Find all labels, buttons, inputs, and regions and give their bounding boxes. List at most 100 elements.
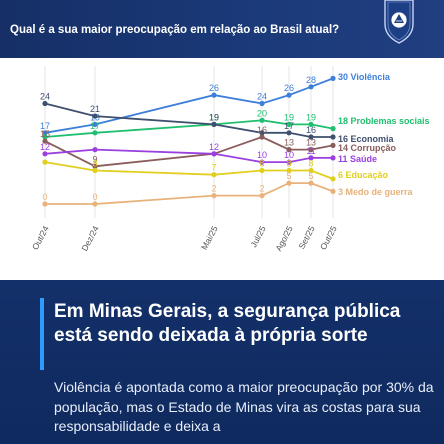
data-label: 19 — [306, 112, 316, 122]
data-label: 11 — [306, 146, 315, 156]
data-point — [259, 130, 265, 136]
data-point — [259, 134, 265, 140]
data-point — [42, 138, 48, 144]
data-point — [92, 130, 98, 136]
data-label: 20 — [257, 108, 267, 118]
data-label: 17 — [40, 121, 50, 131]
data-label: 13 — [284, 138, 294, 148]
data-label: 21 — [90, 104, 100, 114]
data-point — [286, 121, 292, 127]
data-point — [42, 151, 48, 157]
data-label: 8 — [308, 159, 313, 169]
data-point — [330, 126, 336, 132]
chart-panel: Out/24 Dez/24 Mai/25 Jul/25 Ago/25 Set/25 Out/… — [0, 58, 444, 280]
data-point — [92, 201, 98, 207]
data-label: 24 — [257, 92, 267, 102]
series-end-label: 18 Problemas sociais — [338, 116, 430, 126]
data-point — [330, 155, 336, 161]
data-point — [286, 147, 292, 153]
x-tick-label: Out/25 — [318, 224, 339, 251]
data-point — [330, 188, 336, 194]
x-tick-label: Ago/25 — [273, 224, 295, 253]
data-point — [259, 159, 265, 165]
data-point — [259, 193, 265, 199]
data-point — [211, 92, 217, 98]
series-end-label: 11 Saúde — [338, 154, 377, 164]
data-point — [330, 142, 336, 148]
data-label: 10 — [284, 150, 294, 160]
data-label: 8 — [286, 159, 291, 169]
data-label: 8 — [92, 159, 97, 169]
data-point — [286, 130, 292, 136]
data-point — [42, 130, 48, 136]
data-point — [330, 176, 336, 182]
data-point — [42, 159, 48, 165]
data-point — [286, 167, 292, 174]
headline-accent-bar — [40, 298, 44, 370]
bottom-panel: Em Minas Gerais, a segurança pública est… — [0, 280, 444, 444]
data-point — [92, 167, 98, 174]
data-label: 26 — [209, 83, 219, 93]
data-point — [211, 193, 217, 199]
data-label: 12 — [40, 142, 50, 152]
data-point — [211, 121, 217, 127]
data-point — [211, 151, 217, 157]
data-label: 0 — [92, 192, 97, 202]
x-tick-label: Dez/24 — [79, 224, 101, 253]
data-label: 7 — [211, 163, 216, 173]
data-point — [330, 134, 336, 140]
data-label: 17 — [284, 121, 294, 131]
data-point — [286, 92, 292, 98]
data-label: 0 — [42, 192, 47, 202]
chart-question: Qual é a sua maior preocupação em relaçã… — [10, 24, 340, 36]
data-point — [286, 159, 292, 165]
data-point — [259, 100, 265, 107]
data-label: 10 — [257, 150, 267, 160]
data-point — [308, 84, 314, 90]
series-end-label: 16 Economia — [338, 134, 395, 144]
data-label: 15 — [40, 129, 50, 139]
series-end-label: 30 Violência — [338, 72, 391, 82]
headline: Em Minas Gerais, a segurança pública est… — [54, 301, 401, 346]
data-point — [259, 117, 265, 123]
data-label: 2 — [259, 184, 264, 194]
data-label: 19 — [209, 112, 219, 122]
header-bar: Qual é a sua maior preocupação em relaçã… — [0, 0, 444, 58]
data-label: 12 — [209, 142, 219, 152]
data-label: 28 — [306, 75, 316, 85]
series-end-label: 3 Medo de guerra — [338, 187, 414, 197]
data-label: 19 — [209, 112, 219, 122]
data-point — [42, 201, 48, 207]
data-label: 17 — [90, 121, 100, 131]
data-point — [286, 180, 292, 186]
series-end-label: 14 Corrupção — [338, 143, 397, 153]
data-point — [92, 147, 98, 153]
data-label: 8 — [259, 159, 264, 169]
data-label: 16 — [306, 125, 316, 135]
data-label: 5 — [286, 171, 291, 181]
data-point — [259, 167, 265, 174]
series-line — [45, 182, 334, 205]
x-tick-label: Out/24 — [30, 224, 51, 251]
data-label: 5 — [308, 171, 313, 181]
data-point — [42, 100, 48, 107]
data-point — [308, 121, 314, 127]
line-chart: Out/24 Dez/24 Mai/25 Jul/25 Ago/25 Set/25 Out/… — [30, 66, 430, 253]
data-point — [308, 167, 314, 174]
x-tick-label: Mai/25 — [199, 224, 220, 251]
data-point — [92, 113, 98, 119]
data-label: 24 — [40, 92, 50, 102]
data-point — [42, 134, 48, 140]
data-point — [308, 155, 314, 161]
data-label: 13 — [306, 138, 316, 148]
data-label: 26 — [284, 83, 294, 93]
x-tick-label: Jul/25 — [248, 224, 268, 249]
data-label: 16 — [257, 125, 267, 135]
series-end-label: 6 Educação — [338, 170, 389, 180]
data-point — [308, 147, 314, 153]
x-tick-label: Set/25 — [296, 224, 316, 251]
data-point — [211, 172, 217, 178]
data-point — [92, 121, 98, 127]
data-point — [308, 134, 314, 140]
data-point — [92, 163, 98, 169]
